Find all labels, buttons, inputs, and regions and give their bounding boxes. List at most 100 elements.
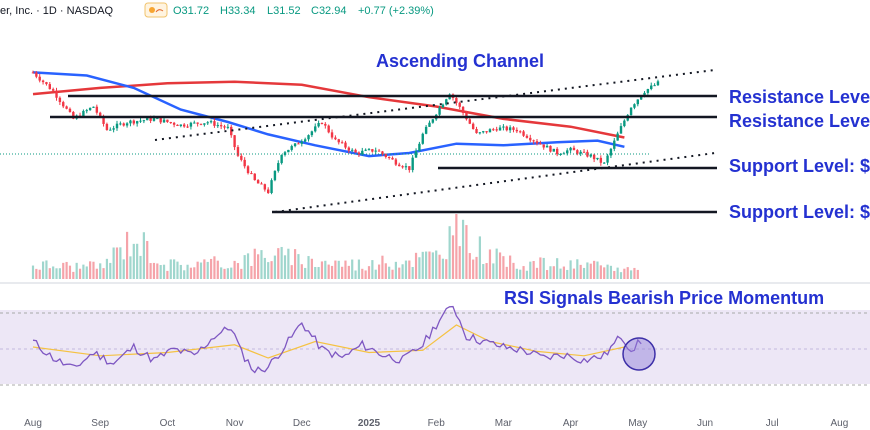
candle-body [233,135,236,148]
candle-body [361,150,364,155]
candle-body [236,147,240,156]
candle [508,125,512,133]
candle [525,134,529,139]
candle [619,123,623,134]
volume-bar [613,270,616,279]
candle [441,103,445,108]
candle [394,157,398,167]
volume-bar [327,264,330,279]
candle-body [246,166,250,174]
volume-bar [431,252,434,279]
volume-bar [209,258,213,279]
volume-bar [478,236,481,279]
volume-bar [95,268,98,279]
candle-body [357,152,361,155]
candle [424,125,428,135]
candle-body [55,90,58,98]
candle [562,151,566,155]
candle-body [125,123,129,126]
candle-body [576,150,579,154]
candle [495,126,498,132]
volume-bar [267,262,270,279]
candle-body [586,151,589,157]
volume-bar [357,259,361,279]
volume-bar [290,265,293,279]
candle-body [613,140,616,149]
candle [633,103,636,110]
volume-bar [236,263,240,279]
candle [613,138,616,152]
candle [589,153,592,158]
volume-bar [193,267,196,279]
candle-body [280,154,283,164]
volume-bar [347,265,350,279]
candle [458,101,461,110]
candle [199,123,203,126]
candle [572,145,576,151]
candle [92,106,95,109]
candle [38,73,41,83]
candle [616,131,619,141]
candle [428,120,431,127]
candle [529,134,532,143]
candle-body [189,122,193,127]
volume-bar [593,260,596,279]
candle-body [58,97,62,103]
candle-body [418,143,421,152]
volume-bar [556,258,559,279]
weather-icon[interactable] [144,2,168,18]
candle [166,119,169,123]
candle [327,124,330,134]
volume-bar [599,265,602,279]
candle [119,121,122,126]
candle-body [381,151,384,155]
candle [125,122,129,128]
candle [408,166,411,173]
volume-bar [122,259,125,279]
volume-bar [509,255,512,279]
candle-body [72,111,75,119]
volume-bar [136,243,139,279]
candle [404,163,408,171]
volume-bar [472,259,475,279]
candle [337,138,340,145]
candle-body [542,144,545,148]
candle [45,81,48,86]
candle [461,106,465,116]
candle-body [139,120,142,122]
candle-body [488,129,492,133]
candle [307,134,310,142]
candle-body [512,127,515,130]
candle-body [458,102,461,107]
volume-bar [176,261,179,279]
candle [243,157,246,169]
candle-body [549,145,552,152]
volume-bar [196,261,199,279]
candle-body [156,118,159,120]
candle-body [525,135,529,138]
candle-body [616,133,619,141]
rsi-band-fill [0,310,870,384]
candle [552,148,555,152]
volume-bar [223,268,226,279]
candle [505,125,508,132]
volume-bar [391,269,394,279]
volume-bar [317,267,320,279]
candle-body [529,137,532,141]
volume-bar [179,264,182,279]
x-tick-label: Jun [697,418,713,429]
candle-body [354,149,357,153]
volume-bar [502,256,505,279]
volume-bar [404,260,408,279]
volume-bar [619,272,623,279]
volume-bar [485,263,488,279]
ma-slow-line [32,80,625,139]
candle-body [384,154,387,157]
volume-bar [320,261,324,279]
candle-body [297,143,300,145]
candle-body [293,143,297,147]
candle-body [552,148,555,152]
candle [629,107,633,116]
volume-bar [169,259,172,279]
volume-bar [522,266,525,279]
